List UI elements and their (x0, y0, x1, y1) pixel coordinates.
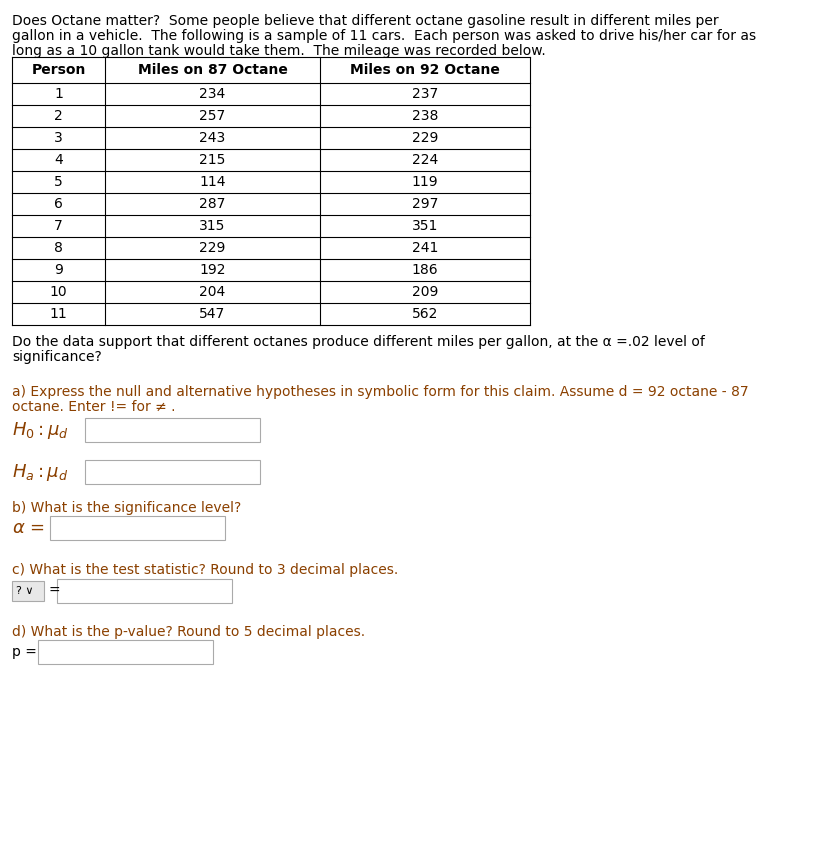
FancyBboxPatch shape (57, 579, 232, 603)
Text: ? ∨: ? ∨ (16, 586, 34, 596)
Text: 237: 237 (412, 87, 438, 101)
Text: 3: 3 (54, 131, 63, 145)
Text: Do the data support that different octanes produce different miles per gallon, a: Do the data support that different octan… (12, 335, 705, 349)
Text: 547: 547 (200, 307, 226, 321)
Text: Person: Person (31, 63, 85, 77)
Text: long as a 10 gallon tank would take them.  The mileage was recorded below.: long as a 10 gallon tank would take them… (12, 44, 546, 58)
Text: Does Octane matter?  Some people believe that different octane gasoline result i: Does Octane matter? Some people believe … (12, 14, 718, 28)
Text: 315: 315 (200, 219, 226, 233)
Text: 224: 224 (412, 153, 438, 167)
Text: d) What is the p-value? Round to 5 decimal places.: d) What is the p-value? Round to 5 decim… (12, 625, 365, 639)
Text: Miles on 92 Octane: Miles on 92 Octane (350, 63, 500, 77)
Text: 257: 257 (200, 109, 226, 123)
Text: $H_a: \mu_d$: $H_a: \mu_d$ (12, 462, 68, 482)
Text: 287: 287 (200, 197, 226, 211)
Text: 114: 114 (200, 175, 226, 189)
Text: 229: 229 (412, 131, 438, 145)
Text: gallon in a vehicle.  The following is a sample of 11 cars.  Each person was ask: gallon in a vehicle. The following is a … (12, 29, 756, 43)
Text: p =: p = (12, 645, 37, 659)
Text: 243: 243 (200, 131, 226, 145)
Text: 9: 9 (54, 263, 63, 277)
Text: 10: 10 (50, 285, 67, 299)
FancyBboxPatch shape (85, 460, 260, 484)
Text: 234: 234 (200, 87, 226, 101)
Text: 351: 351 (412, 219, 438, 233)
Text: 7: 7 (54, 219, 63, 233)
Text: 11: 11 (49, 307, 67, 321)
Text: 209: 209 (412, 285, 438, 299)
Text: 4: 4 (54, 153, 63, 167)
FancyBboxPatch shape (38, 640, 213, 664)
Text: 8: 8 (54, 241, 63, 255)
Text: octane. Enter != for ≠ .: octane. Enter != for ≠ . (12, 400, 176, 414)
Text: 297: 297 (412, 197, 438, 211)
Text: 241: 241 (412, 241, 438, 255)
Text: 186: 186 (411, 263, 438, 277)
Text: 119: 119 (411, 175, 438, 189)
Text: significance?: significance? (12, 350, 102, 364)
Text: $\alpha$ =: $\alpha$ = (12, 519, 44, 537)
Text: c) What is the test statistic? Round to 3 decimal places.: c) What is the test statistic? Round to … (12, 563, 398, 577)
Text: $H_0: \mu_d$: $H_0: \mu_d$ (12, 419, 69, 440)
Text: 6: 6 (54, 197, 63, 211)
Text: 215: 215 (200, 153, 226, 167)
Text: 204: 204 (200, 285, 226, 299)
Text: 1: 1 (54, 87, 63, 101)
Text: 562: 562 (412, 307, 438, 321)
Text: 229: 229 (200, 241, 226, 255)
FancyBboxPatch shape (12, 581, 44, 601)
Text: Miles on 87 Octane: Miles on 87 Octane (138, 63, 287, 77)
Text: =: = (48, 584, 60, 598)
Text: 5: 5 (54, 175, 63, 189)
Text: 2: 2 (54, 109, 63, 123)
FancyBboxPatch shape (85, 418, 260, 442)
Text: 192: 192 (200, 263, 226, 277)
Text: 238: 238 (412, 109, 438, 123)
FancyBboxPatch shape (50, 516, 225, 540)
Text: a) Express the null and alternative hypotheses in symbolic form for this claim. : a) Express the null and alternative hypo… (12, 385, 749, 399)
Text: b) What is the significance level?: b) What is the significance level? (12, 501, 241, 515)
